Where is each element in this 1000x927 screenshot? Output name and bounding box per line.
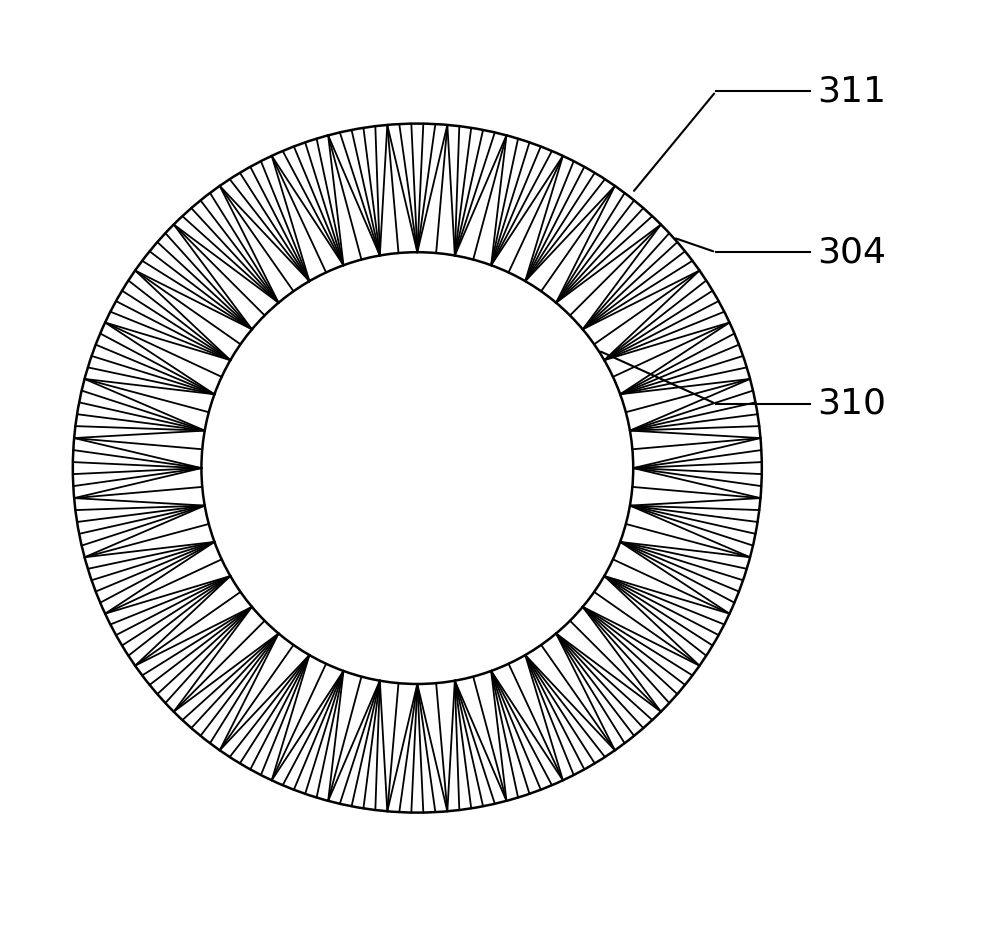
Text: 311: 311 <box>817 74 886 108</box>
Circle shape <box>73 123 762 813</box>
Text: 304: 304 <box>817 235 886 269</box>
Text: 310: 310 <box>817 387 886 421</box>
Circle shape <box>201 252 633 684</box>
